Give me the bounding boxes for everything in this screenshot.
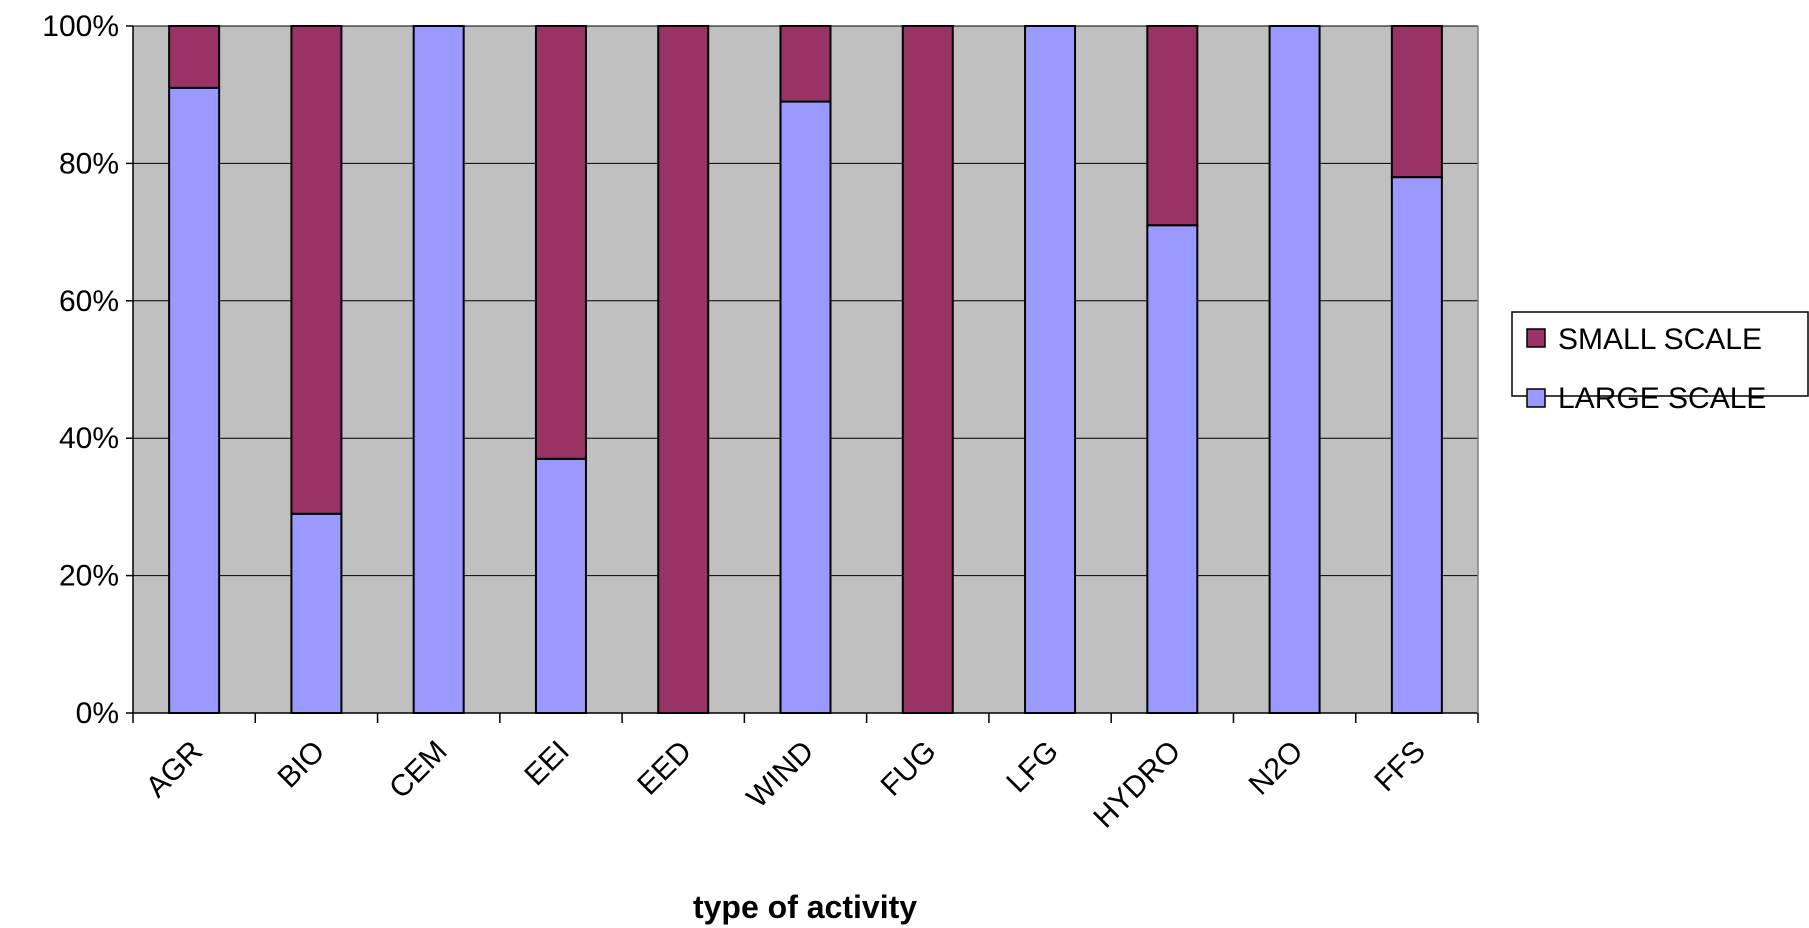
bar-large-scale-n2o xyxy=(1268,25,1321,714)
x-tick-label: EEI xyxy=(518,735,576,793)
legend: SMALL SCALE LARGE SCALE xyxy=(1511,311,1809,415)
legend-label-large-scale: LARGE SCALE xyxy=(1558,382,1766,415)
x-tick-label: CEM xyxy=(383,735,453,805)
bar-large-scale-lfg xyxy=(1024,25,1077,714)
bar-large-scale-hydro xyxy=(1146,224,1199,714)
y-tick-label: 20% xyxy=(59,560,119,593)
x-tick-label: HYDRO xyxy=(1087,735,1187,835)
bar-small-scale-ffs xyxy=(1390,25,1443,179)
y-tick-label: 100% xyxy=(42,10,119,43)
bar-large-scale-wind xyxy=(779,100,832,714)
legend-swatch-small-scale xyxy=(1526,328,1546,348)
x-tick-labels: AGR BIO CEM EEI EED WIND FUG LFG HYDRO N2O FFS xyxy=(140,735,1432,835)
bar-large-scale-bio xyxy=(290,512,343,715)
legend-box xyxy=(1511,311,1809,397)
axes xyxy=(126,25,1479,723)
y-tick-label: 60% xyxy=(59,285,119,318)
bar-small-scale-eei xyxy=(534,25,587,460)
y-tick-label: 80% xyxy=(59,147,119,180)
bars xyxy=(168,25,1443,715)
bar-small-scale-bio xyxy=(290,25,343,515)
x-tick-label: FUG xyxy=(875,735,943,803)
y-tick-label: 0% xyxy=(76,697,119,730)
x-axis-title: type of activity xyxy=(693,889,917,925)
bar-small-scale-hydro xyxy=(1146,25,1199,227)
y-tick-label: 40% xyxy=(59,422,119,455)
bar-large-scale-agr xyxy=(168,86,221,714)
x-tick-label: LFG xyxy=(1000,735,1065,800)
x-tick-label: WIND xyxy=(741,735,821,815)
bar-large-scale-eei xyxy=(534,457,587,714)
y-tick-labels: 0% 20% 40% 60% 80% 100% xyxy=(42,10,119,730)
x-tick-label: AGR xyxy=(140,735,209,804)
x-tick-label: FFS xyxy=(1368,735,1431,798)
bar-large-scale-cem xyxy=(412,25,465,714)
x-tick-label: EED xyxy=(631,735,698,802)
x-tick-label: BIO xyxy=(271,735,331,795)
x-tick-label: N2O xyxy=(1243,735,1310,802)
bar-small-scale-wind xyxy=(779,25,832,103)
bar-small-scale-fug xyxy=(901,25,954,714)
bar-small-scale-eed xyxy=(657,25,710,714)
legend-swatch-large-scale xyxy=(1526,388,1546,408)
bar-small-scale-agr xyxy=(168,25,221,89)
legend-label-small-scale: SMALL SCALE xyxy=(1558,323,1762,356)
bar-large-scale-ffs xyxy=(1390,176,1443,714)
